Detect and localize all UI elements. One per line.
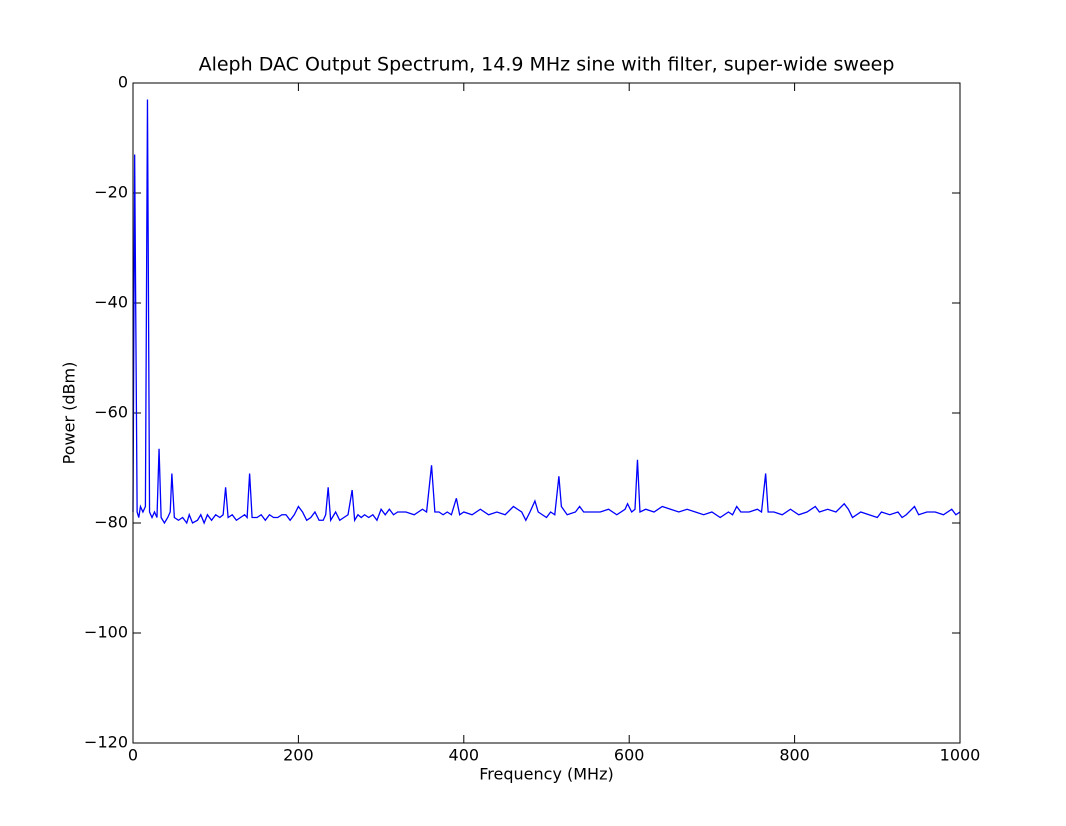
spectrum-line [132, 99, 961, 525]
plot-frame [132, 82, 961, 744]
x-tick-label: 0 [128, 746, 138, 765]
x-tick-label: 400 [449, 746, 480, 765]
y-tick-label: −20 [94, 183, 128, 202]
x-tick-label: 600 [614, 746, 645, 765]
y-tick-label: −80 [94, 513, 128, 532]
y-tick-label: −120 [84, 733, 128, 752]
x-axis-label: Frequency (MHz) [479, 765, 613, 784]
y-tick-label: −100 [84, 623, 128, 642]
y-tick-label: 0 [118, 73, 128, 92]
x-tick-label: 200 [283, 746, 314, 765]
x-tick-label: 800 [779, 746, 810, 765]
y-tick-label: −40 [94, 293, 128, 312]
x-tick-label: 1000 [940, 746, 981, 765]
chart-title: Aleph DAC Output Spectrum, 14.9 MHz sine… [199, 54, 895, 76]
y-axis-label: Power (dBm) [60, 362, 79, 465]
y-tick-label: −60 [94, 403, 128, 422]
